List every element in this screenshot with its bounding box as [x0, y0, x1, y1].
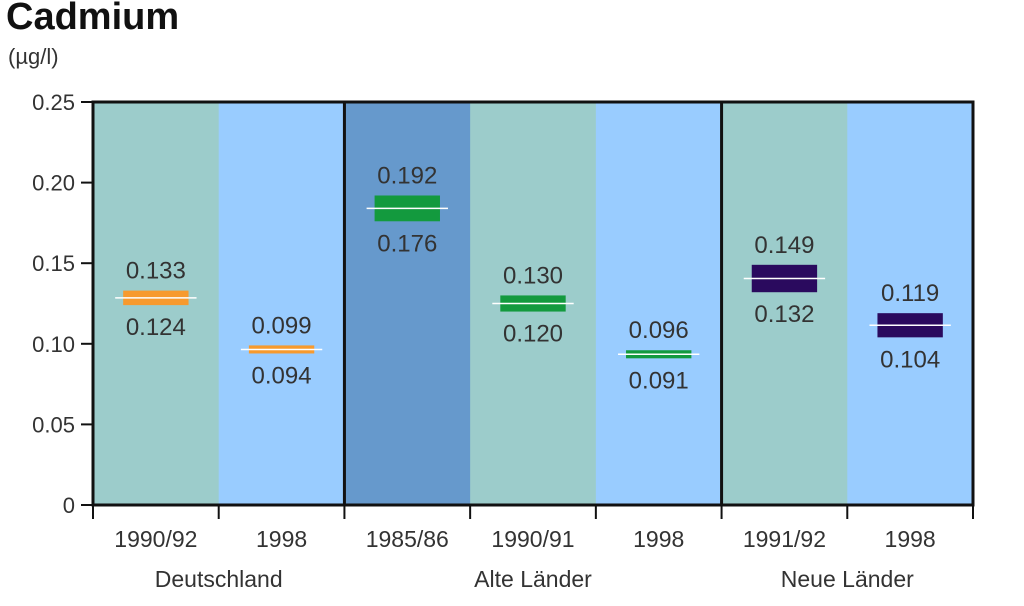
column-background [721, 102, 848, 505]
high-value-label: 0.096 [629, 317, 689, 344]
low-value-label: 0.132 [754, 301, 814, 328]
low-value-label: 0.104 [880, 346, 940, 373]
y-tick-label: 0.15 [32, 251, 75, 276]
y-tick-label: 0.05 [32, 412, 75, 437]
high-value-label: 0.133 [126, 258, 186, 285]
x-category-label: 1985/86 [366, 526, 449, 552]
group-label: Deutschland [155, 566, 283, 592]
low-value-label: 0.094 [252, 362, 312, 389]
y-tick-label: 0.25 [32, 90, 75, 115]
y-tick-label: 0 [63, 493, 75, 518]
group-label: Alte Länder [474, 566, 592, 592]
y-tick-label: 0.20 [32, 171, 75, 196]
y-tick-label: 0.10 [32, 332, 75, 357]
x-category-label: 1990/92 [114, 526, 197, 552]
column-background [847, 102, 974, 505]
x-category-label: 1998 [633, 526, 684, 552]
column-background [344, 102, 471, 505]
column-background [595, 102, 723, 505]
low-value-label: 0.091 [629, 367, 689, 394]
x-category-label: 1990/91 [491, 526, 574, 552]
column-background [218, 102, 345, 505]
low-value-label: 0.124 [126, 314, 186, 341]
high-value-label: 0.130 [503, 262, 563, 289]
x-category-label: 1991/92 [743, 526, 826, 552]
high-value-label: 0.192 [377, 162, 437, 189]
unit-label: (µg/l) [8, 44, 59, 69]
high-value-label: 0.119 [881, 280, 939, 307]
low-value-label: 0.176 [377, 230, 437, 257]
plot-frame [91, 100, 975, 507]
high-value-label: 0.149 [754, 232, 814, 259]
high-value-label: 0.099 [252, 312, 312, 339]
low-value-label: 0.120 [503, 321, 563, 348]
x-category-label: 1998 [256, 526, 307, 552]
group-label: Neue Länder [781, 566, 914, 592]
x-category-label: 1998 [885, 526, 936, 552]
chart-title: Cadmium [6, 0, 180, 38]
